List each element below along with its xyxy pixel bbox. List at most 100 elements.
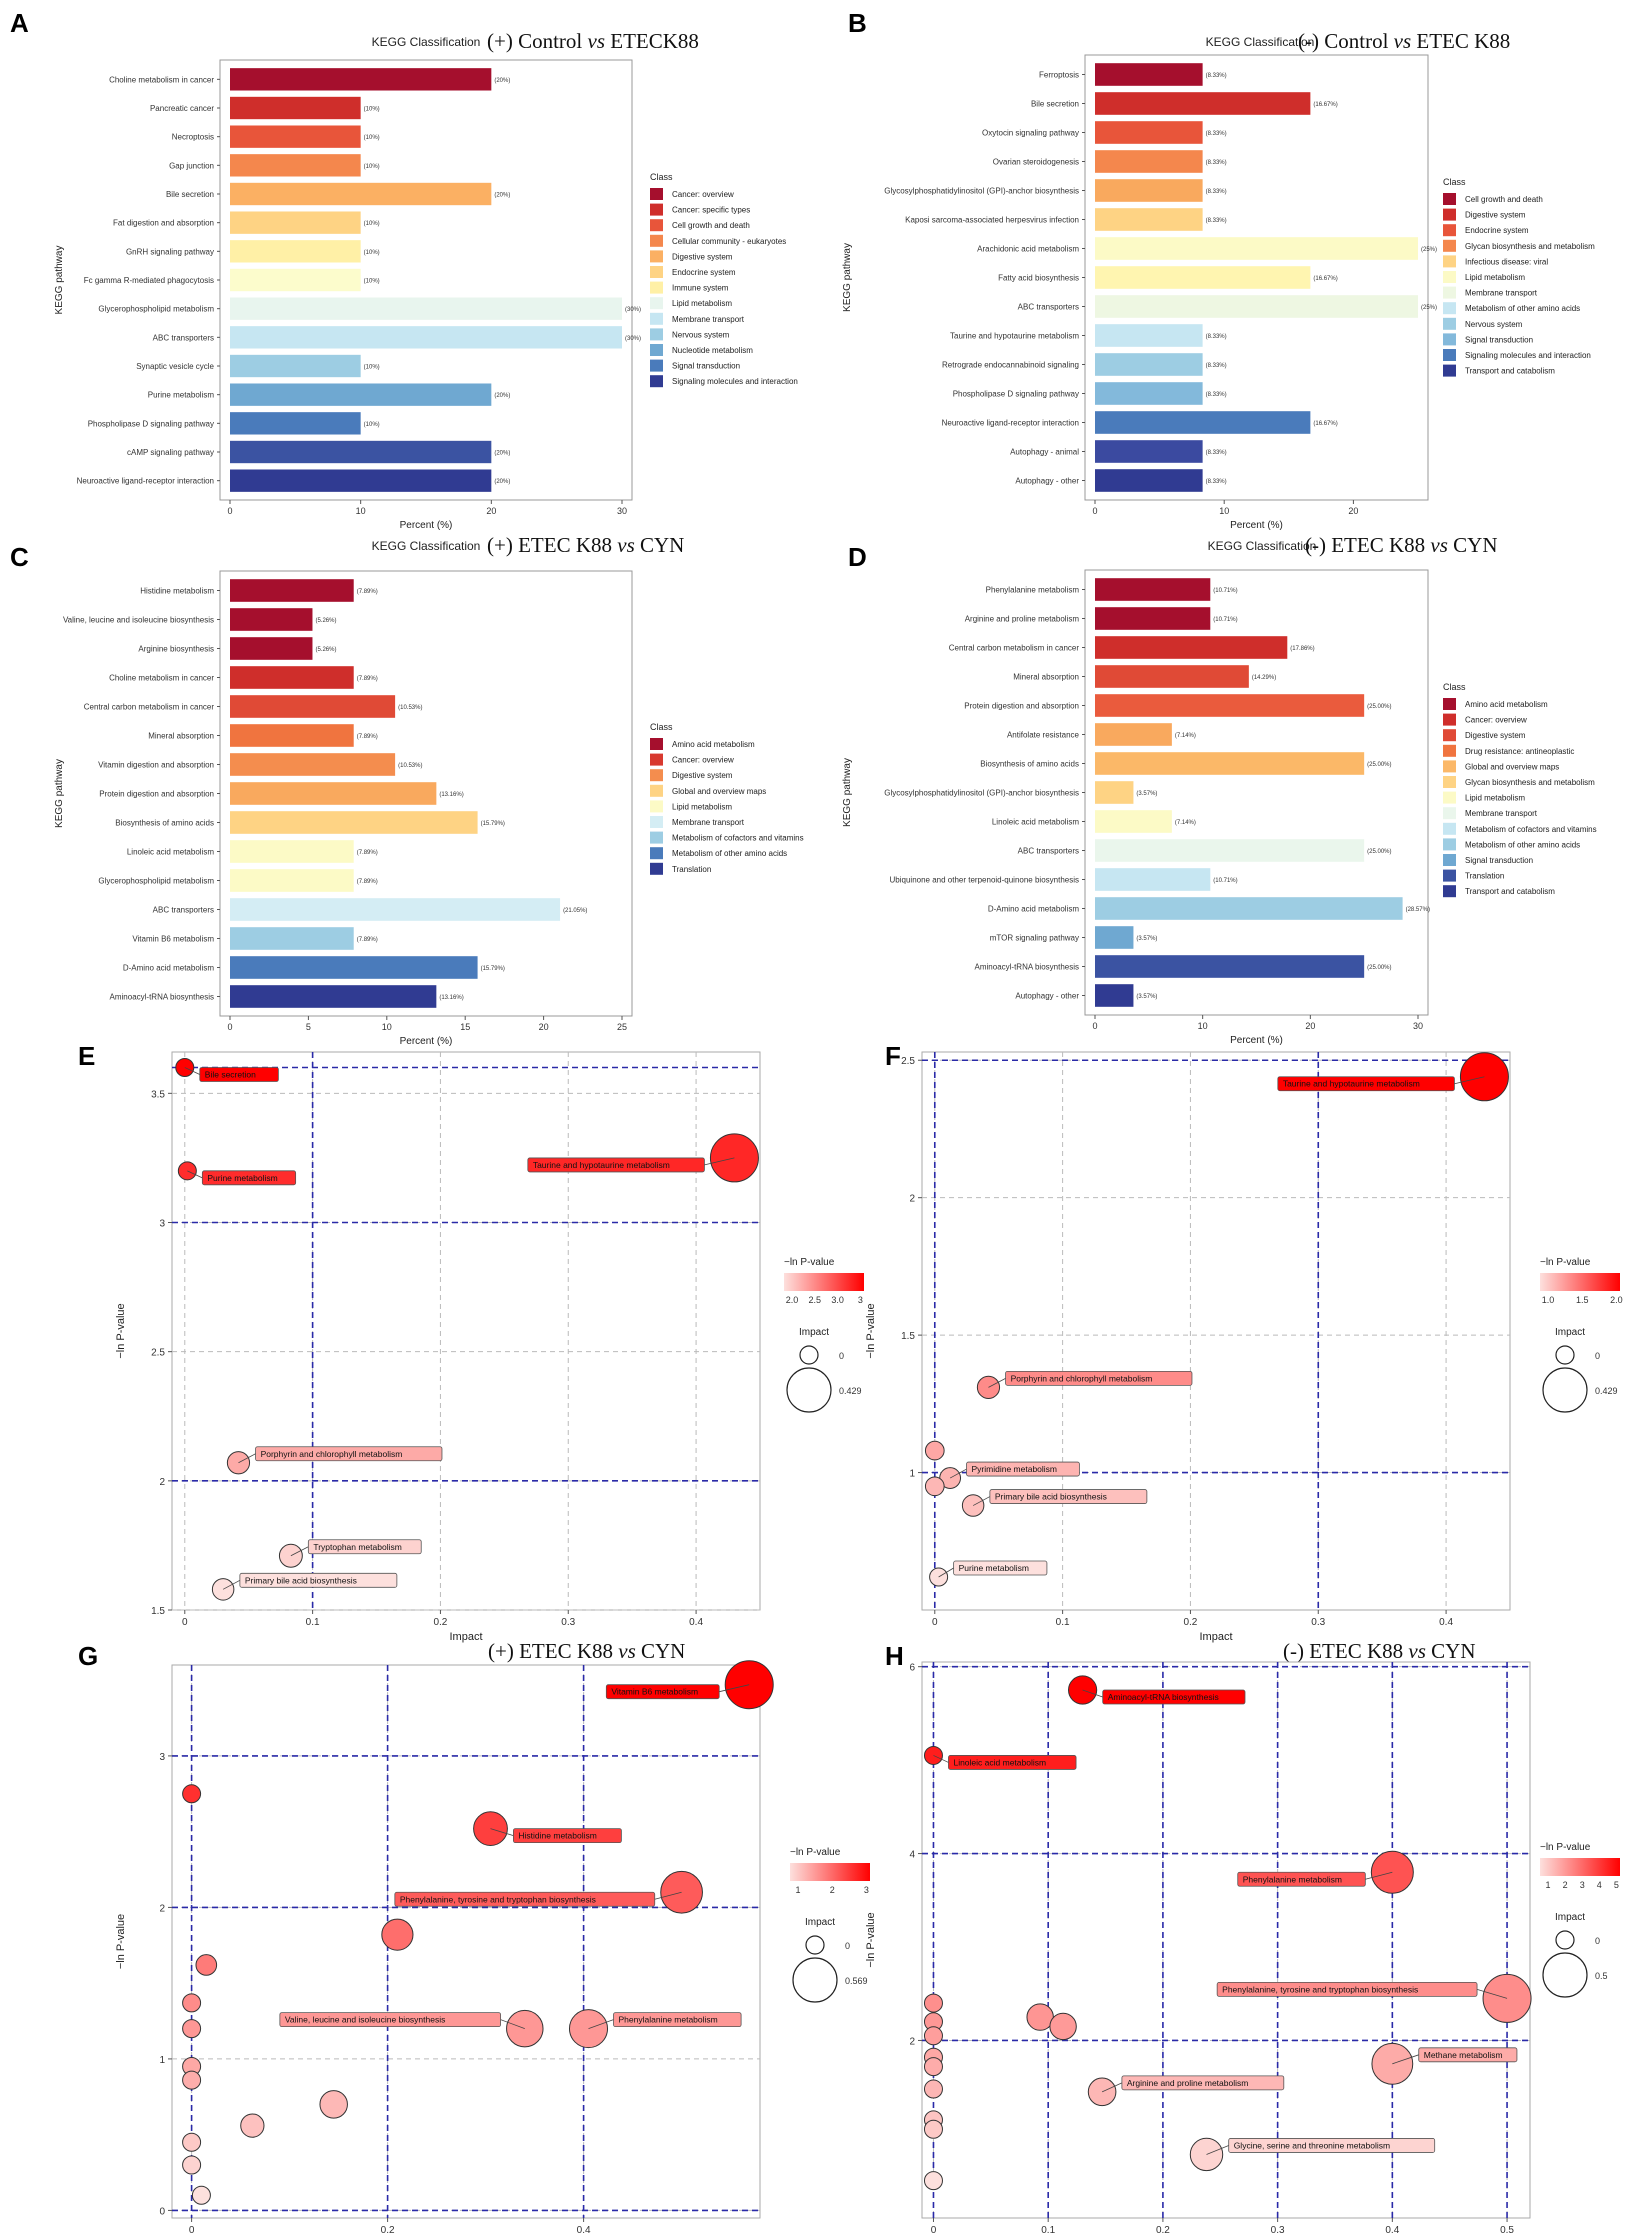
category-label: Glycerophospholipid metabolism [98, 305, 214, 314]
category-label: Aminoacyl-tRNA biosynthesis [110, 993, 214, 1002]
legend-label: Glycan biosynthesis and metabolism [1465, 778, 1595, 787]
colorbar-tick: 1 [1545, 1880, 1550, 1890]
colorbar-tick: 2.5 [809, 1295, 822, 1305]
bar [1095, 266, 1311, 289]
bubble [924, 1476, 945, 1497]
bubble [923, 2026, 943, 2046]
bubble-label: Purine metabolism [959, 1563, 1029, 1573]
bar [230, 956, 478, 979]
label-box [199, 1067, 279, 1082]
panel-letter: F [885, 1041, 901, 1071]
bar [230, 240, 361, 263]
data-label: (8.33%) [1206, 189, 1227, 195]
y-axis-label: −ln P-value [115, 1914, 127, 1969]
panel-g: G (+) ETEC K88 vs CYN 0 0.2 0.4 0 1 2 3 Impact −ln… [78, 1639, 870, 2236]
bubble-label: Primary bile acid biosynthesis [995, 1492, 1107, 1502]
bar [1095, 295, 1418, 318]
x-tick-label: 10 [1198, 1021, 1208, 1031]
bar [230, 383, 492, 406]
bar [230, 211, 361, 234]
y-axis-label: −ln P-value [865, 1303, 877, 1358]
legend-swatch [650, 344, 663, 356]
legend-title: Class [1443, 682, 1466, 692]
legend-swatch [650, 359, 663, 372]
x-tick-label: 10 [1219, 506, 1229, 516]
y-axis-label: −ln P-value [865, 1912, 877, 1967]
chart-title-part: (+) Control [487, 29, 588, 53]
category-label: Autophagy - other [1015, 992, 1079, 1001]
legend-label: Global and overview maps [1465, 762, 1559, 771]
y-tick-label: 2 [909, 1194, 915, 1205]
label-box [605, 1684, 720, 1700]
data-label: (25.00%) [1367, 965, 1391, 971]
bar [230, 469, 492, 492]
legend-swatch [650, 234, 663, 247]
label-leader [238, 1453, 256, 1464]
category-label: Fatty acid biosynthesis [998, 274, 1079, 283]
category-label: D-Amino acid metabolism [988, 905, 1079, 914]
bubble [923, 2079, 943, 2099]
label-leader [988, 1377, 1006, 1388]
category-label: Pancreatic cancer [150, 104, 214, 113]
bar [1095, 694, 1365, 717]
bar [1095, 324, 1203, 347]
legend-swatch [1443, 271, 1456, 283]
data-label: (14.29%) [1252, 675, 1276, 681]
legend-swatch [1443, 791, 1456, 804]
label-box [279, 2012, 501, 2028]
bubble-label: Glycine, serine and threonine metabolism [1234, 2140, 1390, 2150]
legend-swatch [650, 800, 663, 813]
bar [1095, 578, 1211, 601]
bar [230, 753, 396, 776]
y-axis-label: −ln P-value [115, 1303, 127, 1358]
bubble [240, 2113, 265, 2138]
legend-label: Lipid metabolism [672, 299, 732, 308]
legend-swatch [650, 188, 663, 200]
label-box [239, 1572, 398, 1588]
legend-swatch [1443, 364, 1456, 377]
bar [230, 182, 492, 206]
chart-title-part: (-) Control [1298, 29, 1394, 53]
panel-letter: C [10, 542, 29, 572]
label-leader [290, 1546, 309, 1557]
plot-frame [921, 1051, 1511, 1611]
x-tick-label: 0.3 [1311, 1617, 1325, 1628]
bar [1095, 868, 1211, 891]
data-label: (8.33%) [1206, 334, 1227, 340]
data-label: (3.57%) [1136, 936, 1157, 942]
legend-label: Glycan biosynthesis and metabolism [1465, 242, 1595, 251]
panel-letter: A [10, 8, 29, 38]
legend-title: −ln P-value [790, 1847, 841, 1858]
legend-label: Nervous system [672, 330, 730, 339]
bubble-label: Aminoacyl-tRNA biosynthesis [1108, 1692, 1219, 1702]
legend-label: Cellular community - eukaryotes [672, 237, 786, 246]
category-label: Ubiquinone and other terpenoid-quinone b… [890, 876, 1079, 885]
data-label: (10.71%) [1213, 878, 1237, 884]
label-leader [1082, 1689, 1103, 1698]
colorbar-tick: 1.5 [1576, 1295, 1589, 1305]
legend-label: Immune system [672, 284, 729, 293]
bar [1095, 665, 1249, 688]
bubble-label: Taurine and hypotaurine metabolism [1283, 1079, 1420, 1089]
chart-title-part: (+) ETEC K88 [487, 533, 617, 557]
legend-label: Digestive system [672, 771, 733, 780]
y-tick-label: 2 [909, 2036, 915, 2047]
label-box [1418, 2047, 1518, 2063]
legend-label: Signaling molecules and interaction [672, 377, 798, 386]
bubble-label: Methane metabolism [1424, 2050, 1503, 2060]
data-label: (25%) [1421, 305, 1437, 311]
y-tick-label: 4 [909, 1850, 915, 1861]
legend-label: Signal transduction [1465, 335, 1533, 344]
label-leader [933, 1755, 949, 1763]
data-label: (7.89%) [357, 734, 378, 740]
chart-title-part: vs [1394, 29, 1412, 53]
x-tick-label: 0.1 [306, 1617, 320, 1628]
bubble-label: Taurine and hypotaurine metabolism [533, 1160, 670, 1170]
legend-swatch [1443, 776, 1456, 788]
bubble [923, 2119, 943, 2139]
legend-label: Membrane transport [1465, 289, 1538, 298]
legend-swatch [650, 862, 663, 875]
label-leader [1206, 2145, 1229, 2155]
label-leader [972, 1496, 991, 1506]
chart-title: (-) ETEC K88 vs CYN [1305, 533, 1497, 557]
